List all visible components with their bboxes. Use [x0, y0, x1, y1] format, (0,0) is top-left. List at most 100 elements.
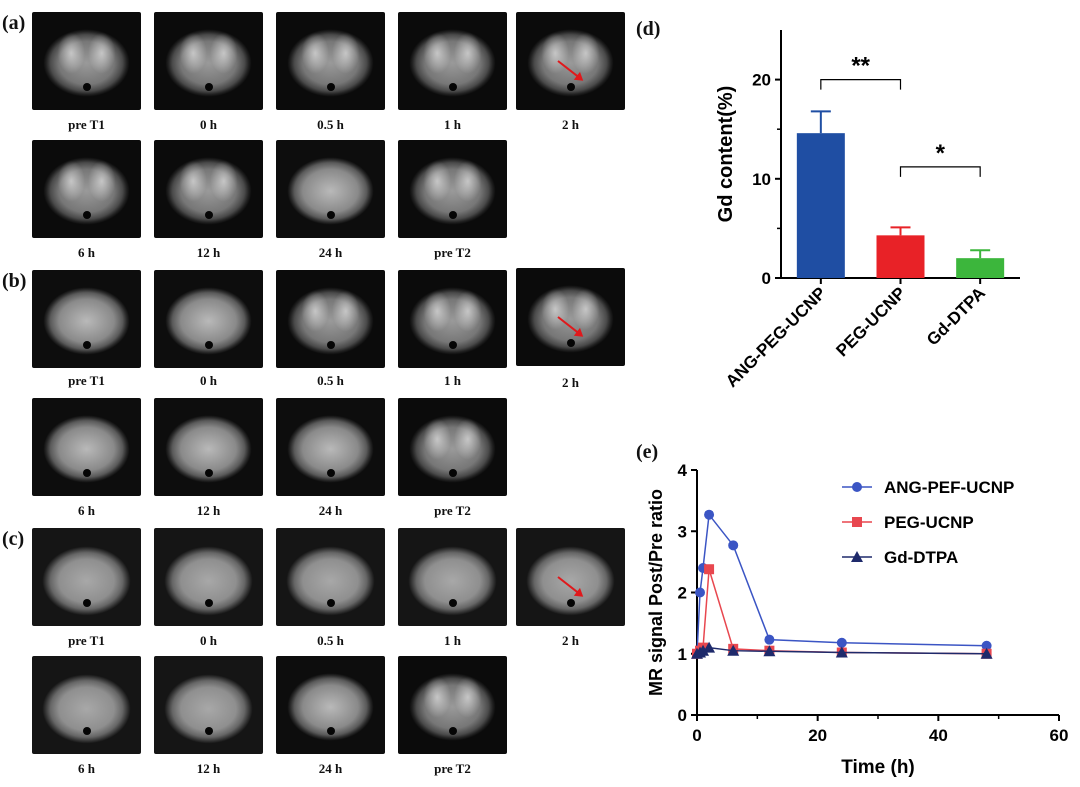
caption-c-24h: 24 h	[318, 761, 343, 776]
mri-b-2h	[516, 268, 625, 366]
mri-b-0h	[154, 270, 263, 368]
data-point	[981, 640, 992, 651]
caption-c-12h: 12 h	[196, 761, 221, 776]
mri-dark-spot	[326, 598, 335, 607]
mri-b-1h	[398, 270, 507, 368]
mri-dark-spot	[326, 340, 335, 349]
mri-dark-spot	[82, 598, 91, 607]
legend-label: PEG-UCNP	[884, 513, 974, 532]
mri-dark-spot	[448, 726, 457, 735]
data-point	[728, 540, 739, 551]
category-label: ANG-PEG-UCNP	[722, 283, 830, 391]
mri-dark-spot	[82, 468, 91, 477]
bar	[876, 235, 925, 278]
mri-dark-spot	[448, 340, 457, 349]
mri-b-pre-t1	[32, 270, 141, 368]
red-arrow-icon	[557, 576, 583, 597]
y-tick-label: 10	[752, 170, 771, 189]
mri-a-1h	[398, 12, 507, 110]
mri-a-6h	[32, 140, 141, 238]
caption-a-24h: 24 h	[318, 245, 343, 260]
caption-a-pre-t1: pre T1	[68, 117, 105, 132]
mri-dark-spot	[326, 82, 335, 91]
mri-dark-spot	[326, 468, 335, 477]
y-tick-label: 4	[678, 461, 688, 480]
mri-a-pre-t2	[398, 140, 507, 238]
caption-b-12h: 12 h	[196, 503, 221, 518]
mri-dark-spot	[204, 468, 213, 477]
data-point	[836, 637, 847, 648]
significance-bracket	[899, 166, 981, 177]
mri-a-24h	[276, 140, 385, 238]
panel-label-a: (a)	[2, 12, 26, 34]
mri-b-6h	[32, 398, 141, 496]
significance-label: **	[851, 53, 870, 80]
caption-b-0-5h: 0.5 h	[317, 373, 344, 388]
x-tick-label: 20	[808, 726, 827, 745]
caption-a-1h: 1 h	[444, 117, 461, 132]
caption-a-6h: 6 h	[78, 245, 95, 260]
caption-c-0h: 0 h	[200, 633, 217, 648]
caption-c-0-5h: 0.5 h	[317, 633, 344, 648]
data-point	[703, 641, 716, 653]
data-point	[704, 509, 715, 520]
mri-b-12h	[154, 398, 263, 496]
y-axis-label: Gd content(%)	[715, 86, 737, 223]
mri-dark-spot	[326, 726, 335, 735]
caption-b-0h: 0 h	[200, 373, 217, 388]
significance-bracket	[820, 79, 902, 90]
panel-label-d: (d)	[636, 18, 661, 40]
mri-a-0h	[154, 12, 263, 110]
caption-a-12h: 12 h	[196, 245, 221, 260]
mri-a-pre-t1	[32, 12, 141, 110]
mri-dark-spot	[448, 210, 457, 219]
mri-c-6h	[32, 656, 141, 754]
caption-b-pre-t1: pre T1	[68, 373, 105, 388]
caption-b-pre-t2: pre T2	[434, 503, 471, 518]
y-axis-label: MR signal Post/Pre ratio	[646, 489, 666, 696]
legend-label: Gd-DTPA	[884, 548, 958, 567]
y-tick-label: 1	[678, 645, 687, 664]
panel-label-e: (e)	[636, 441, 659, 463]
caption-b-1h: 1 h	[444, 373, 461, 388]
mri-dark-spot	[204, 82, 213, 91]
category-label: Gd-DTPA	[923, 283, 989, 349]
mri-c-pre-t2	[398, 656, 507, 754]
y-tick-label: 3	[678, 522, 687, 541]
mri-dark-spot	[82, 210, 91, 219]
caption-c-2h: 2 h	[562, 633, 579, 648]
mri-dark-spot	[82, 82, 91, 91]
caption-b-6h: 6 h	[78, 503, 95, 518]
mri-dark-spot	[204, 340, 213, 349]
mri-b-0-5h	[276, 270, 385, 368]
x-tick-label: 40	[929, 726, 948, 745]
mri-dark-spot	[566, 598, 575, 607]
data-point	[763, 645, 776, 657]
panel-label-c: (c)	[2, 528, 25, 550]
mri-dark-spot	[566, 338, 575, 347]
caption-a-0-5h: 0.5 h	[317, 117, 344, 132]
mri-c-pre-t1	[32, 528, 141, 626]
data-point	[704, 564, 715, 575]
mri-b-24h	[276, 398, 385, 496]
red-arrow-icon	[557, 316, 583, 337]
mri-a-2h	[516, 12, 625, 110]
caption-b-2h: 2 h	[562, 375, 579, 390]
gd-content-bar-chart: 0 10 20 Gd content(%) ANG-PEG-UCNP PEG-UCNP Gd…	[715, 30, 1020, 391]
mri-dark-spot	[566, 82, 575, 91]
series-line	[696, 512, 987, 654]
mri-b-pre-t2	[398, 398, 507, 496]
bar	[796, 133, 845, 278]
mri-c-0h	[154, 528, 263, 626]
caption-c-pre-t1: pre T1	[68, 633, 105, 648]
mri-c-1h	[398, 528, 507, 626]
caption-a-0h: 0 h	[200, 117, 217, 132]
caption-c-1h: 1 h	[444, 633, 461, 648]
legend-marker	[852, 517, 862, 527]
data-point	[727, 644, 740, 656]
mri-c-24h	[276, 656, 385, 754]
mri-dark-spot	[204, 598, 213, 607]
mri-a-12h	[154, 140, 263, 238]
mri-c-12h	[154, 656, 263, 754]
